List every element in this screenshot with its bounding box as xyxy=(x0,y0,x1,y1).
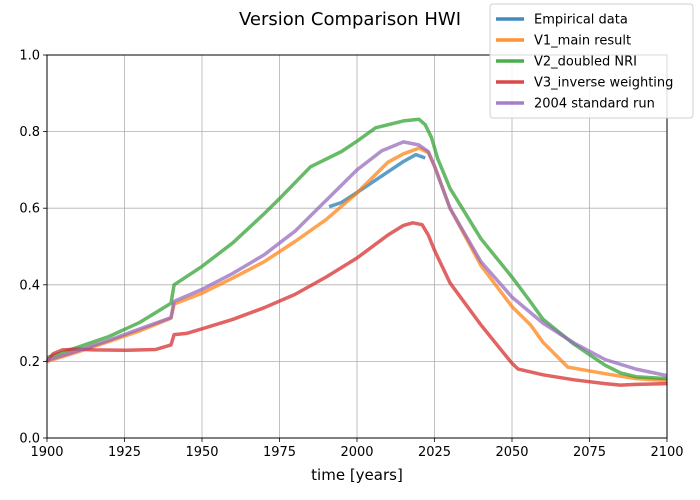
legend-label-v1-main-result: V1_main result xyxy=(534,34,631,49)
legend-label-v3-inverse-weighting: V3_inverse weighting xyxy=(534,76,673,91)
series-line-v2-doubled-nri xyxy=(46,117,668,381)
series-line-2004-standard-run xyxy=(46,140,668,378)
y-tick-label: 0.4 xyxy=(19,278,40,293)
y-tick-label: 0.0 xyxy=(19,432,40,447)
x-tick-label: 1925 xyxy=(108,445,141,460)
legend: Empirical data V1_main result V2_doubled N… xyxy=(489,3,694,119)
axis-ticks: 1900 1925 1950 1975 2000 2025 2050 2075 2100 0.0 0… xyxy=(19,49,683,461)
x-tick-label: 2075 xyxy=(573,445,606,460)
y-tick-label: 0.8 xyxy=(19,125,40,140)
legend-label-2004-standard-run: 2004 standard run xyxy=(534,97,655,112)
y-tick-label: 0.6 xyxy=(19,202,40,217)
x-tick-label: 2050 xyxy=(495,445,528,460)
y-tick-label: 0.2 xyxy=(19,355,40,370)
x-tick-label: 2000 xyxy=(340,445,373,460)
x-tick-label: 2100 xyxy=(650,445,683,460)
x-axis-label: time [years] xyxy=(311,466,403,484)
legend-label-v2-doubled-nri: V2_doubled NRI xyxy=(534,55,637,70)
chart-title: Version Comparison HWI xyxy=(239,9,461,30)
legend-label-empirical-data: Empirical data xyxy=(534,13,628,28)
plot-lines xyxy=(45,117,668,387)
x-tick-label: 1950 xyxy=(185,445,218,460)
x-tick-label: 2025 xyxy=(418,445,451,460)
x-tick-label: 1975 xyxy=(263,445,296,460)
series-line-v3-inverse-weighting xyxy=(45,221,668,387)
x-tick-label: 1900 xyxy=(30,445,63,460)
series-line-empirical-data xyxy=(328,152,426,209)
legend-box xyxy=(489,3,694,119)
y-tick-label: 1.0 xyxy=(19,49,40,64)
